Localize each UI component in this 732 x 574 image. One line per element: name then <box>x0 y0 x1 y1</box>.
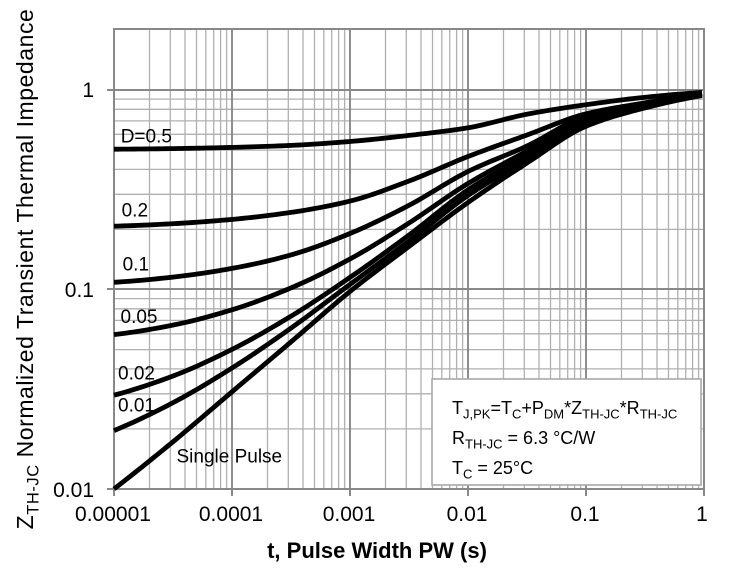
svg-text:t, Pulse Width PW (s): t, Pulse Width PW (s) <box>267 538 487 563</box>
svg-text:0.02: 0.02 <box>118 363 155 384</box>
svg-text:TC = 25°C: TC = 25°C <box>452 458 533 482</box>
svg-text:1: 1 <box>82 79 94 102</box>
svg-text:0.01: 0.01 <box>447 503 488 526</box>
svg-text:0.2: 0.2 <box>122 201 148 222</box>
svg-text:0.00001: 0.00001 <box>75 503 151 526</box>
svg-text:0.05: 0.05 <box>121 307 158 328</box>
svg-text:ZTH-JC Normalized Transient Th: ZTH-JC Normalized Transient Thermal Impe… <box>12 9 43 530</box>
svg-text:0.0001: 0.0001 <box>199 503 263 526</box>
svg-text:0.01: 0.01 <box>118 396 155 417</box>
svg-text:0.01: 0.01 <box>53 479 94 502</box>
svg-text:D=0.5: D=0.5 <box>121 127 172 148</box>
svg-text:1: 1 <box>696 503 708 526</box>
svg-text:0.001: 0.001 <box>323 503 376 526</box>
svg-text:0.1: 0.1 <box>570 503 599 526</box>
svg-text:TJ,PK=TC+PDM*ZTH-JC*RTH-JC: TJ,PK=TC+PDM*ZTH-JC*RTH-JC <box>452 398 677 422</box>
svg-text:0.1: 0.1 <box>65 279 94 302</box>
svg-text:Single Pulse: Single Pulse <box>177 446 283 467</box>
svg-text:0.1: 0.1 <box>123 254 149 275</box>
